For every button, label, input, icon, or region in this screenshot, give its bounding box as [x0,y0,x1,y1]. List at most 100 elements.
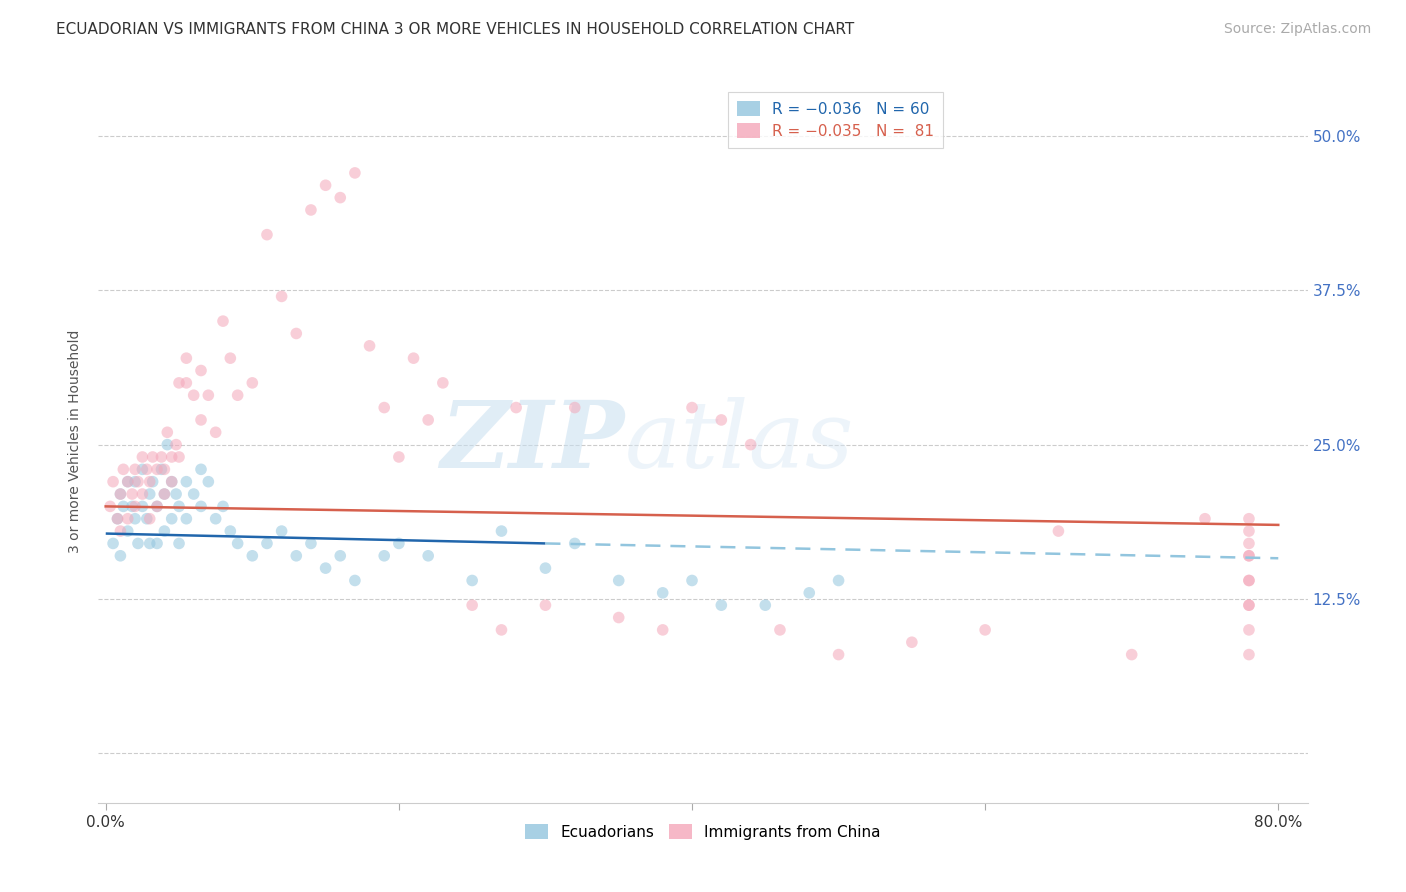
Point [534,561,557,575]
Point [146,500,169,514]
Point [799,586,821,600]
Point [769,623,792,637]
Point [127,475,149,489]
Point [1121,648,1143,662]
Point [651,623,673,637]
Point [1237,623,1260,637]
Point [138,512,160,526]
Point [681,401,703,415]
Point [176,475,198,489]
Point [117,512,139,526]
Point [710,413,733,427]
Point [127,536,149,550]
Point [388,450,411,464]
Y-axis label: 3 or more Vehicles in Household: 3 or more Vehicles in Household [69,330,83,553]
Point [1237,549,1260,563]
Point [107,512,129,526]
Point [827,648,849,662]
Point [131,500,153,514]
Point [343,574,366,588]
Point [315,178,337,193]
Point [1237,549,1260,563]
Point [110,487,132,501]
Point [491,524,513,538]
Point [167,376,190,390]
Point [564,401,586,415]
Point [160,512,183,526]
Point [101,475,124,489]
Point [112,500,135,514]
Point [156,437,179,451]
Point [190,363,212,377]
Point [121,500,143,514]
Point [117,475,139,489]
Point [315,561,337,575]
Point [373,401,395,415]
Point [138,487,160,501]
Point [204,425,226,440]
Point [827,574,849,588]
Point [329,191,352,205]
Point [299,536,322,550]
Point [710,598,733,612]
Point [1237,648,1260,662]
Point [240,549,263,563]
Point [681,574,703,588]
Point [117,524,139,538]
Point [98,500,121,514]
Text: ZIP: ZIP [440,397,624,486]
Point [1194,512,1216,526]
Point [150,450,173,464]
Point [156,425,179,440]
Point [256,227,278,242]
Point [461,574,484,588]
Point [754,598,776,612]
Point [153,487,176,501]
Point [1237,524,1260,538]
Point [505,401,527,415]
Point [974,623,997,637]
Point [190,413,212,427]
Point [1047,524,1070,538]
Point [183,487,205,501]
Point [285,549,308,563]
Point [160,450,183,464]
Point [651,586,673,600]
Point [1237,574,1260,588]
Point [607,574,630,588]
Point [432,376,454,390]
Point [190,462,212,476]
Point [901,635,924,649]
Text: ECUADORIAN VS IMMIGRANTS FROM CHINA 3 OR MORE VEHICLES IN HOUSEHOLD CORRELATION : ECUADORIAN VS IMMIGRANTS FROM CHINA 3 OR… [56,22,855,37]
Point [388,536,411,550]
Point [131,487,153,501]
Point [142,450,165,464]
Point [418,413,440,427]
Point [138,475,160,489]
Point [534,598,557,612]
Point [124,500,146,514]
Point [146,536,169,550]
Point [153,487,176,501]
Point [135,512,157,526]
Legend: Ecuadorians, Immigrants from China: Ecuadorians, Immigrants from China [519,818,887,846]
Point [142,475,165,489]
Point [131,450,153,464]
Point [240,376,263,390]
Point [176,376,198,390]
Point [153,524,176,538]
Point [219,524,242,538]
Point [110,549,132,563]
Point [299,202,322,217]
Point [270,524,292,538]
Point [101,536,124,550]
Point [226,388,249,402]
Point [270,289,292,303]
Point [167,536,190,550]
Point [190,500,212,514]
Point [160,475,183,489]
Point [491,623,513,637]
Point [226,536,249,550]
Point [165,437,187,451]
Point [124,475,146,489]
